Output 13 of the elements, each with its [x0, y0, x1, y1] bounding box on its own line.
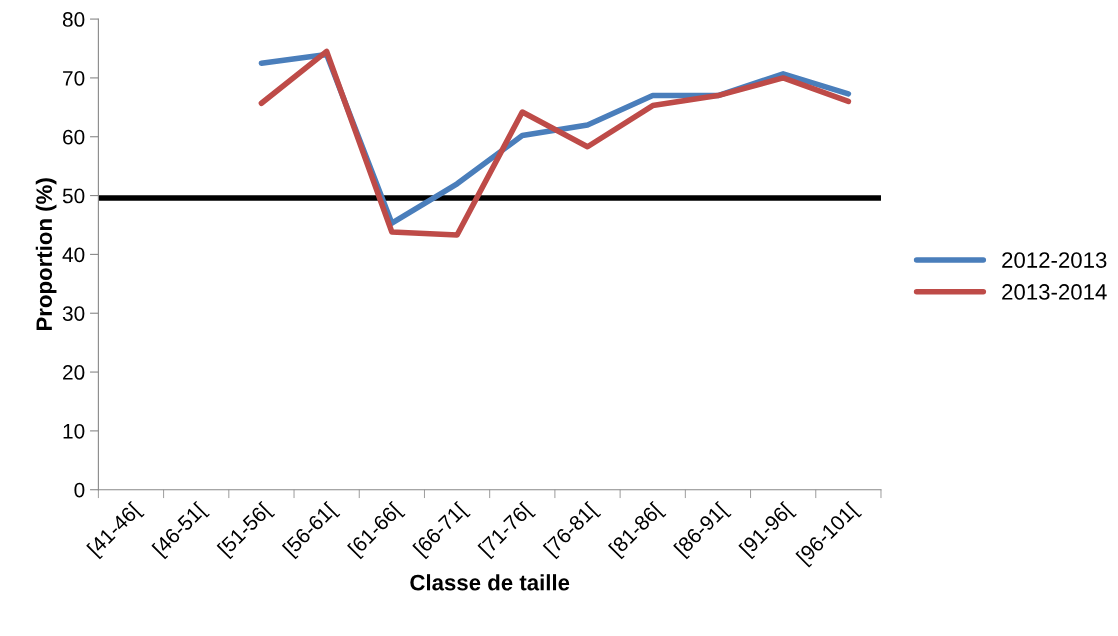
y-axis-title: Proportion (%)	[35, 178, 57, 331]
legend-label: 2013-2014	[1002, 284, 1107, 300]
y-tick-label: 30	[62, 306, 85, 321]
y-tick-label: 20	[63, 365, 85, 380]
y-tick-label: 10	[63, 423, 85, 439]
y-tick-label: 70	[63, 70, 85, 86]
y-tick-label: 0	[74, 482, 85, 498]
legend-label: 2012-2013	[1002, 252, 1107, 268]
y-tick-label: 40	[62, 247, 85, 263]
y-tick-label: 50	[62, 188, 85, 204]
y-tick-label: 80	[62, 12, 85, 27]
y-tick-label: 60	[63, 129, 85, 145]
x-axis-title: Classe de taille	[410, 574, 570, 591]
